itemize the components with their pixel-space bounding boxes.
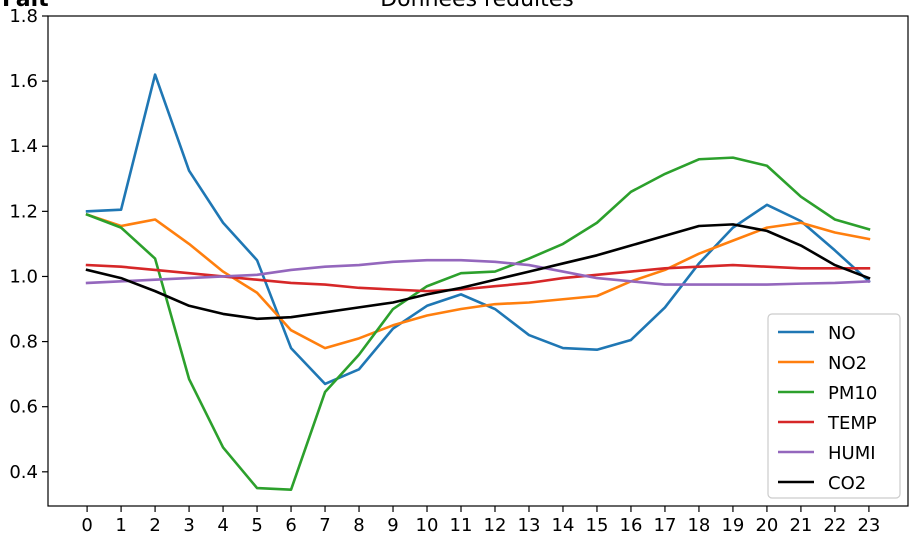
legend-label-co2: CO2 [828,473,866,494]
x-tick-label: 4 [217,515,228,536]
legend-label-humi: HUMI [828,443,876,464]
x-tick-label: 19 [721,515,744,536]
x-tick-label: 18 [687,515,710,536]
legend-label-pm10: PM10 [828,383,877,404]
y-tick-label: 1.2 [9,201,38,222]
x-tick-label: 12 [484,515,507,536]
y-tick-label: 0.6 [9,397,38,418]
x-tick-label: 8 [353,515,364,536]
x-tick-label: 10 [416,515,439,536]
x-tick-label: 20 [755,515,778,536]
y-tick-label: 1.6 [9,71,38,92]
series-line-humi [85,258,871,286]
x-tick-label: 6 [285,515,296,536]
x-tick-label: 21 [789,515,812,536]
series-line-no2 [85,212,871,350]
y-tick-label: 0.4 [9,462,38,483]
x-tick-label: 16 [620,515,643,536]
legend-label-temp: TEMP [827,413,877,434]
chart-title: Données réduites [380,0,574,12]
x-tick-label: 7 [319,515,330,536]
x-tick-label: 22 [823,515,846,536]
plot-area: 0.40.60.81.01.21.41.61.80 1 2 3 4 5 6 7 8 9 10 11 12… [9,6,909,536]
y-tick-label: 1.4 [9,136,38,157]
x-tick-label: 23 [857,515,880,536]
legend: NO NO2 PM10 TEMP HUMI CO2 [767,313,901,499]
x-tick-label: 13 [518,515,541,536]
legend-label-no2: NO2 [828,353,867,374]
x-tick-label: 11 [450,515,473,536]
x-tick-label: 15 [586,515,609,536]
x-tick-label: 5 [251,515,262,536]
series-line-co2 [85,223,871,321]
x-tick-label: 17 [654,515,677,536]
x-tick-label: 1 [115,515,126,536]
series-line-pm10 [85,156,871,492]
x-tick-label: 14 [552,515,575,536]
series-line-no [85,73,871,386]
corner-label: Fait [2,0,49,12]
x-tick-label: 2 [149,515,160,536]
y-tick-label: 1.8 [9,6,38,27]
y-tick-label: 0.8 [9,332,38,353]
legend-label-no: NO [828,323,856,344]
x-tick-label: 3 [183,515,194,536]
y-tick-label: 1.0 [9,266,38,287]
axes-frame [47,15,909,507]
x-tick-label: 0 [81,515,92,536]
x-tick-label: 9 [387,515,398,536]
